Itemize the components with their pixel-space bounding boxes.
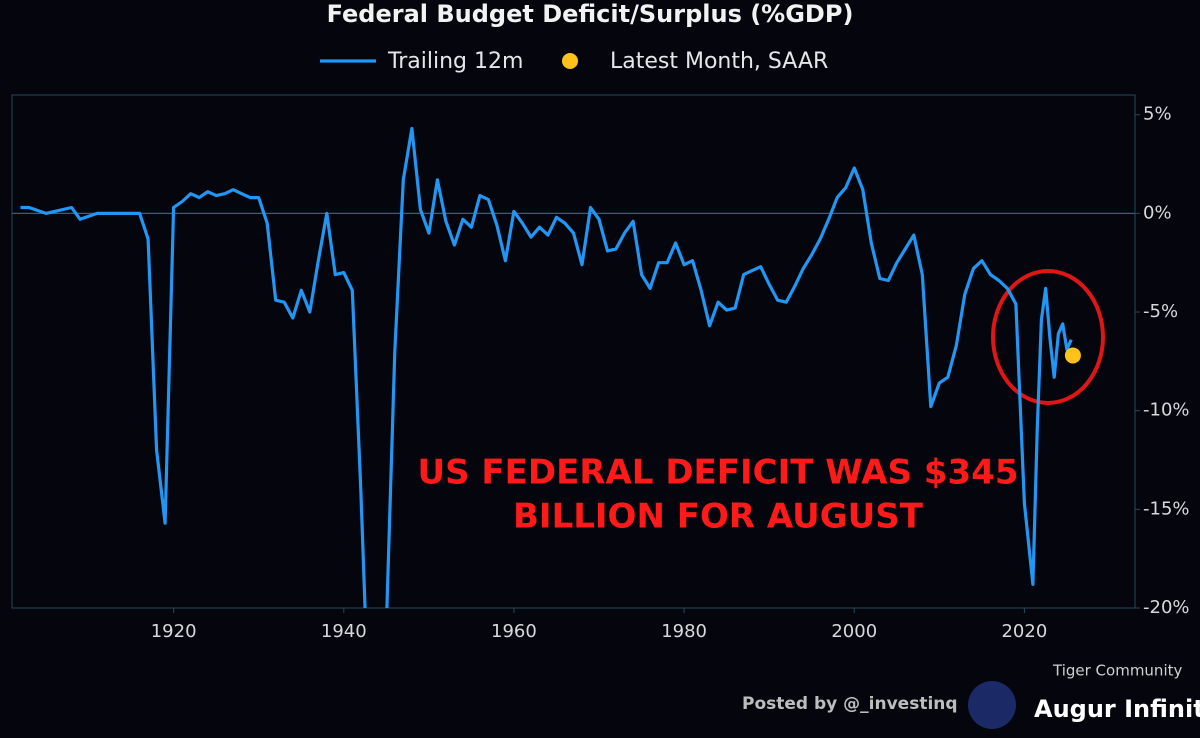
y-tick-label: -15% [1143, 498, 1190, 519]
x-tick-label: 2020 [1001, 621, 1047, 642]
x-tick-label: 2000 [831, 621, 877, 642]
x-tick-label: 1980 [661, 621, 707, 642]
highlight-circle [991, 269, 1105, 405]
legend: Trailing 12m Latest Month, SAAR [320, 49, 828, 74]
x-tick-label: 1960 [491, 621, 537, 642]
legend-label: Latest Month, SAAR [610, 49, 828, 74]
x-tick-label: 1940 [321, 621, 367, 642]
y-tick-label: -5% [1143, 301, 1178, 322]
y-tick-label: -20% [1143, 597, 1190, 618]
legend-label: Trailing 12m [387, 49, 523, 74]
chart-title: Federal Budget Deficit/Surplus (%GDP) [327, 0, 854, 28]
watermark: Augur Infinity [1034, 695, 1200, 723]
plot-frame [11, 94, 1136, 609]
annotation: BILLION FOR AUGUST [513, 497, 924, 537]
watermark: Posted by @_investinq [742, 694, 958, 714]
watermark: Tiger Community [1052, 662, 1182, 680]
logo [968, 681, 1016, 729]
legend-swatch [562, 53, 578, 69]
data-line [20, 126, 1073, 608]
annotation: US FEDERAL DEFICIT WAS $345 [417, 453, 1018, 493]
x-tick-label: 1920 [151, 621, 197, 642]
y-tick-label: 5% [1143, 104, 1172, 125]
y-tick-label: -10% [1143, 400, 1190, 421]
data-point [1064, 347, 1081, 364]
y-tick-label: 0% [1143, 202, 1172, 223]
